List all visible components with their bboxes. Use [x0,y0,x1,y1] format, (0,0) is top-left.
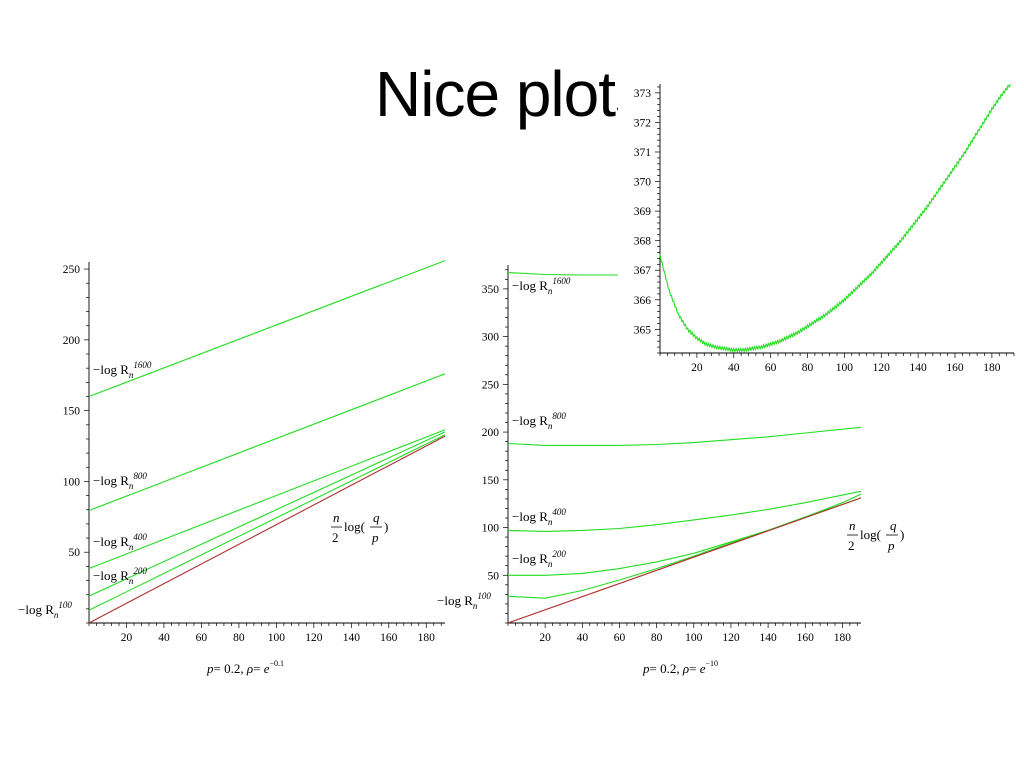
left-plot-series [88,260,446,624]
y-tick-label: 350 [482,284,500,296]
right-plot-curve-labels: −log Rn1600 −log Rn800 −log Rn400 −log R… [437,276,904,676]
right-formula: n 2 log( q p ) [847,518,904,553]
label-log-r100: −log Rn100 [18,600,72,620]
x-tick-label: 140 [343,632,361,644]
formula-two: 2 [332,530,339,545]
x-tick-label: 120 [873,362,891,374]
x-tick-label: 60 [765,362,777,374]
x-tick-label: 60 [196,632,208,644]
formula-log: log( [860,527,881,542]
formula-n: n [333,510,340,525]
left-formula: n 2 log( q p ) [331,510,388,545]
left-caption: p= 0.2, ρ= e−0.1 [206,659,284,676]
formula-p: p [371,530,379,545]
x-tick-label: 180 [834,632,852,644]
formula-close: ) [900,527,904,542]
y-tick-label: 368 [634,236,652,248]
y-tick-label: 366 [634,295,652,307]
label-log-r1600: −log Rn1600 [512,276,571,296]
formula-q: q [373,510,380,525]
x-tick-label: 80 [802,362,814,374]
y-tick-label: 300 [482,332,500,344]
formula-n: n [849,518,856,533]
series-line-5 [507,497,862,624]
x-tick-label: 120 [305,632,323,644]
y-tick-label: 370 [634,177,652,189]
x-tick-label: 60 [614,632,626,644]
y-tick-label: 200 [63,335,81,347]
series-line-2 [507,490,862,532]
x-tick-label: 160 [946,362,964,374]
right-plot-series [507,272,862,624]
series-line-2 [88,429,446,570]
series-line-4 [88,434,446,611]
x-tick-label: 20 [691,362,703,374]
right-caption: p= 0.2, ρ= e−10 [642,659,718,676]
inset-background [618,78,1018,380]
x-tick-label: 160 [797,632,815,644]
formula-log: log( [344,519,365,534]
y-tick-label: 50 [488,570,500,582]
label-log-r400: −log Rn400 [512,507,566,527]
formula-p: p [887,538,895,553]
label-log-r800: −log Rn800 [512,411,566,431]
formula-q: q [890,518,897,533]
x-tick-label: 80 [651,632,663,644]
left-plot: 20 40 60 80 100 120 140 160 180 50 100 150 200 250 −l… [18,260,446,676]
label-log-r400: −log Rn400 [93,532,147,552]
y-tick-label: 367 [634,265,652,277]
y-tick-label: 200 [482,427,500,439]
x-tick-label: 80 [233,632,245,644]
x-tick-label: 100 [268,632,286,644]
y-tick-label: 365 [634,324,652,336]
y-tick-label: 373 [634,88,652,100]
formula-close: ) [384,519,388,534]
series-line-0 [659,83,1011,353]
label-log-r800: −log Rn800 [93,471,147,491]
inset-plot-axes: 20 40 60 80 100 120 140 160 180 365 366 367 368 369 37… [634,84,1015,374]
y-tick-label: 150 [63,406,81,418]
inset-plot: 20 40 60 80 100 120 140 160 180 365 366 367 368 369 37… [618,78,1018,380]
x-tick-label: 100 [685,632,703,644]
y-tick-label: 369 [634,206,652,218]
y-tick-label: 150 [482,475,500,487]
series-line-1 [88,373,446,512]
x-tick-label: 180 [418,632,436,644]
right-plot-axes: 20 40 60 80 100 120 140 160 180 50 100 150 200 250 300… [482,265,861,644]
y-tick-label: 100 [482,523,500,535]
label-log-r1600: −log Rn1600 [93,360,152,380]
series-line-0 [88,260,446,398]
y-tick-label: 372 [634,117,652,129]
x-tick-label: 40 [728,362,740,374]
x-tick-label: 40 [158,632,170,644]
x-tick-label: 180 [983,362,1001,374]
x-tick-label: 20 [121,632,133,644]
inset-plot-series [659,83,1011,353]
series-line-5 [88,435,446,624]
y-tick-label: 250 [482,379,500,391]
left-plot-curve-labels: −log Rn1600 −log Rn800 −log Rn400 −log R… [18,360,388,676]
series-line-3 [508,493,862,576]
left-plot-axes: 20 40 60 80 100 120 140 160 180 50 100 150 200 250 [63,262,445,644]
formula-two: 2 [848,538,855,553]
x-tick-label: 40 [577,632,589,644]
slide-title: Nice plots [375,58,647,130]
x-tick-label: 140 [759,632,777,644]
label-log-r200: −log Rn200 [512,549,566,569]
x-tick-label: 120 [722,632,740,644]
y-tick-label: 100 [63,476,81,488]
series-line-1 [507,426,862,446]
x-tick-label: 160 [380,632,398,644]
right-plot: 20 40 60 80 100 120 140 160 180 50 100 150 200 250 300… [437,265,904,676]
x-tick-label: 140 [910,362,928,374]
label-log-r100: −log Rn100 [437,591,491,611]
y-tick-label: 250 [63,264,81,276]
series-line-3 [88,431,446,597]
label-log-r200: −log Rn200 [93,566,147,586]
x-tick-label: 100 [836,362,854,374]
y-tick-label: 371 [634,147,652,159]
y-tick-label: 50 [69,547,81,559]
x-tick-label: 20 [539,632,551,644]
